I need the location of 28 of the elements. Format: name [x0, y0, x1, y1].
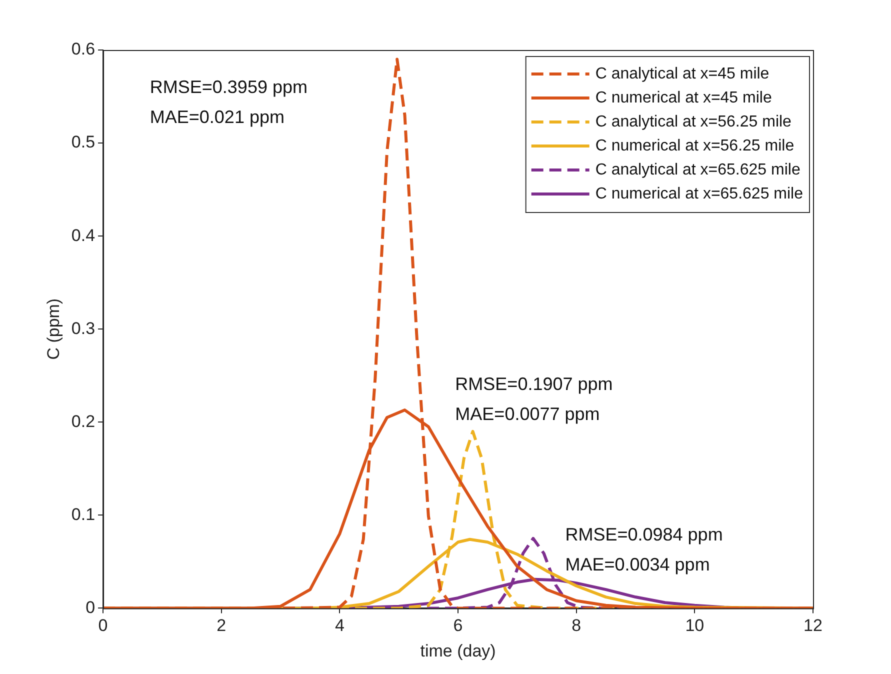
x-axis-title: time (day): [420, 641, 496, 660]
annotation: MAE=0.021 ppm: [150, 106, 284, 127]
y-tick-label: 0.1: [71, 504, 96, 524]
x-tick-label: 10: [685, 616, 704, 636]
legend-label: C analytical at x=65.625 mile: [595, 161, 800, 178]
legend-label: C numerical at x=56.25 mile: [595, 137, 794, 154]
x-tick-label: 4: [334, 616, 344, 636]
y-axis-title: C (ppm): [44, 298, 63, 360]
annotation: RMSE=0.0984 ppm: [565, 524, 723, 545]
y-tick-label: 0.2: [71, 412, 96, 431]
annotation: MAE=0.0034 ppm: [565, 554, 710, 575]
annotation: RMSE=0.1907 ppm: [455, 374, 613, 394]
y-tick-label: 0.4: [71, 226, 96, 245]
legend-label: C numerical at x=45 mile: [595, 89, 772, 106]
x-tick-label: 12: [804, 616, 822, 636]
annotation: RMSE=0.3959 ppm: [150, 76, 308, 97]
annotation: MAE=0.0077 ppm: [455, 404, 600, 424]
y-tick-label: 0.6: [71, 40, 96, 59]
x-tick-label: 2: [216, 616, 226, 636]
y-tick-label: 0.3: [71, 318, 96, 338]
x-tick-label: 8: [572, 616, 582, 636]
legend-label: C analytical at x=45 mile: [595, 65, 770, 82]
y-tick-label: 0: [86, 598, 96, 617]
legend-label: C analytical at x=56.25 mile: [595, 113, 792, 130]
y-tick-label: 0.5: [71, 132, 96, 152]
x-tick-label: 6: [453, 616, 463, 636]
legend-label: C numerical at x=65.625 mile: [595, 185, 804, 202]
x-tick-label: 0: [98, 616, 108, 636]
